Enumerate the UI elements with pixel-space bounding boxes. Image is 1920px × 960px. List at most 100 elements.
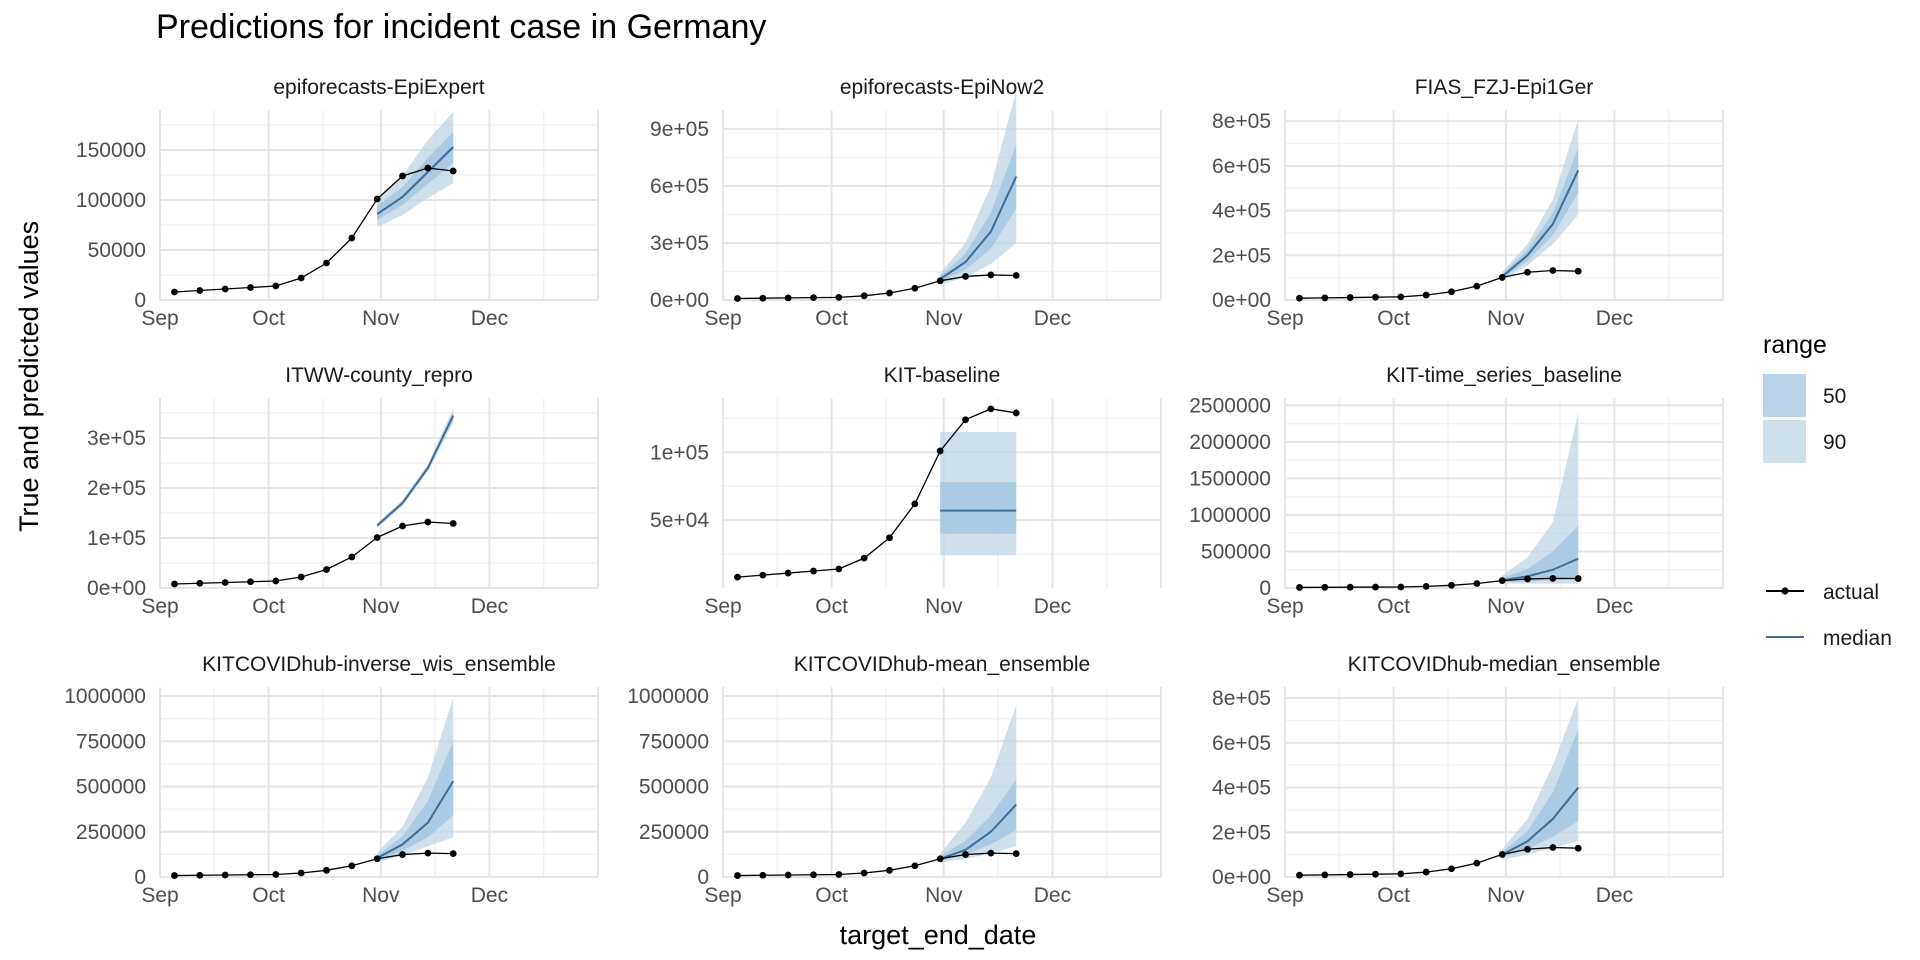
actual-point: [1473, 580, 1481, 587]
actual-point: [734, 295, 741, 302]
legend-range-items: 50 90: [1763, 374, 1846, 463]
y-tick-label: 0e+00: [650, 289, 709, 312]
actual-point: [759, 294, 767, 302]
x-tick-label: Nov: [925, 595, 963, 618]
facet-title: KIT-time_series_baseline: [1386, 364, 1622, 387]
legend-range-key-50: [1763, 374, 1806, 417]
actual-point: [835, 871, 843, 878]
actual-point: [911, 500, 919, 508]
actual-point: [1422, 582, 1430, 590]
facet-panel: KIT-baseline Sep Oct Nov Dec 5e+04 1e+05: [650, 364, 1162, 618]
actual-point: [784, 871, 792, 879]
actual-point: [171, 288, 178, 296]
actual-line: [1299, 846, 1579, 876]
actual-point: [1372, 870, 1379, 878]
actual-point: [247, 284, 254, 291]
actual-point: [1372, 583, 1379, 591]
actual-point: [911, 284, 919, 292]
median-line: [1502, 557, 1579, 582]
actual-point: [886, 534, 893, 542]
actual-point: [1574, 844, 1582, 852]
actual-line: [737, 852, 1017, 877]
actual-point: [810, 567, 817, 575]
actual-point: [1524, 268, 1531, 276]
y-tick-label: 6e+05: [1212, 155, 1271, 178]
facet-panel: ITWW-county_repro Sep Oct Nov Dec 0e+00 1e+05 2…: [87, 364, 599, 618]
median-line: [1501, 786, 1579, 856]
actual-point: [1422, 868, 1430, 876]
range-90-band: [377, 408, 454, 528]
y-tick-label: 1000000: [1189, 504, 1271, 527]
actual-point: [987, 405, 995, 413]
range-50-band: [377, 741, 454, 861]
actual-point: [449, 520, 457, 527]
y-tick-label: 50000: [88, 239, 146, 262]
x-tick-label: Nov: [362, 884, 400, 907]
y-tick-label: 2e+05: [1212, 821, 1271, 844]
y-tick-label: 0: [697, 866, 709, 889]
x-tick-label: Oct: [252, 307, 285, 330]
facet-panel: KITCOVIDhub-mean_ensemble Sep Oct Nov Dec 0 25…: [627, 653, 1162, 907]
actual-point: [936, 855, 944, 863]
actual-line: [174, 521, 454, 585]
actual-point: [424, 164, 432, 172]
actual-point: [348, 862, 356, 870]
x-tick-label: Sep: [1266, 884, 1303, 907]
actual-point: [886, 866, 893, 874]
actual-point: [1346, 871, 1354, 878]
actual-point: [1448, 288, 1455, 296]
facet-panels: epiforecasts-EpiExpert Sep Oct Nov Dec 0 50000…: [64, 76, 1724, 907]
y-tick-label: 1000000: [627, 685, 709, 708]
x-tick-label: Dec: [1034, 307, 1071, 330]
y-tick-label: 1500000: [1189, 467, 1271, 490]
x-tick-label: Oct: [252, 884, 285, 907]
median-line: [1501, 169, 1580, 278]
y-tick-label: 2500000: [1189, 394, 1271, 417]
facet-panel: KITCOVIDhub-median_ensemble Sep Oct Nov Dec 0…: [1212, 653, 1724, 907]
x-tick-label: Sep: [141, 595, 178, 618]
actual-point: [272, 871, 280, 878]
legend-actual-key-point: [1781, 587, 1789, 595]
median-line: [939, 803, 1017, 860]
y-tick-label: 9e+05: [650, 118, 709, 141]
y-tick-label: 2000000: [1189, 431, 1271, 454]
actual-point: [860, 869, 868, 877]
actual-point: [1346, 583, 1354, 591]
actual-point: [247, 578, 254, 586]
y-tick-label: 6e+05: [650, 175, 709, 198]
x-tick-label: Nov: [925, 884, 963, 907]
actual-point: [810, 871, 817, 879]
actual-point: [323, 566, 330, 573]
x-tick-label: Sep: [1266, 307, 1303, 330]
legend-range-key-90: [1763, 420, 1806, 463]
legend-range-title: range: [1763, 331, 1827, 359]
actual-point: [297, 573, 305, 581]
facet-title: KITCOVIDhub-mean_ensemble: [794, 653, 1090, 676]
x-tick-label: Sep: [704, 884, 741, 907]
facet-panel: FIAS_FZJ-Epi1Ger Sep Oct Nov Dec 0e+00 2e+05 4e…: [1212, 76, 1724, 330]
y-tick-label: 3e+05: [87, 427, 146, 450]
x-tick-label: Sep: [141, 884, 178, 907]
actual-point: [1296, 871, 1303, 879]
actual-point: [449, 167, 457, 175]
actual-point: [272, 282, 280, 290]
actual-point: [835, 293, 843, 301]
x-axis-title: target_end_date: [840, 920, 1037, 950]
chart-title: Predictions for incident case in Germany: [156, 8, 766, 46]
range-50-band: [940, 779, 1017, 861]
y-tick-label: 8e+05: [1212, 110, 1271, 133]
x-tick-label: Oct: [1377, 884, 1410, 907]
actual-point: [962, 416, 969, 424]
facet-title: KIT-baseline: [884, 364, 1001, 387]
actual-point: [987, 849, 995, 857]
actual-point: [759, 571, 767, 579]
x-tick-label: Dec: [471, 307, 508, 330]
actual-point: [1321, 871, 1329, 879]
x-tick-label: Nov: [1487, 884, 1525, 907]
actual-point: [1012, 409, 1020, 417]
y-tick-label: 750000: [76, 730, 146, 753]
y-tick-label: 750000: [639, 730, 709, 753]
x-tick-label: Nov: [1487, 307, 1525, 330]
actual-point: [1346, 294, 1354, 301]
